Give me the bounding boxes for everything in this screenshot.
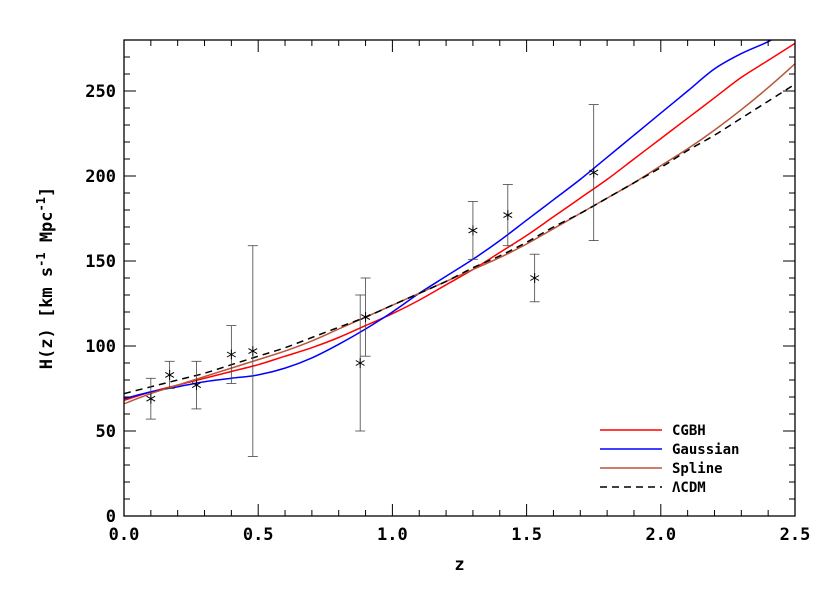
data-point xyxy=(164,360,175,389)
y-tick-label: 250 xyxy=(85,82,116,102)
asterisk-marker xyxy=(191,380,202,391)
asterisk-marker xyxy=(530,273,540,283)
series-line-cgbh xyxy=(124,42,795,402)
plot-points xyxy=(145,104,599,457)
y-tick-label: 200 xyxy=(85,167,116,187)
y-axis-label-sup2: -1 xyxy=(34,197,48,211)
data-point xyxy=(502,184,513,247)
series-line--cdm xyxy=(124,83,795,395)
data-point xyxy=(360,277,371,357)
x-tick-label: 1.5 xyxy=(511,525,542,545)
x-tick-label: 0.5 xyxy=(243,525,274,545)
asterisk-marker xyxy=(248,346,258,357)
legend-label: ΛCDM xyxy=(672,480,706,496)
y-tick-label: 50 xyxy=(96,422,116,442)
asterisk-marker xyxy=(360,312,371,323)
legend-item: CGBH xyxy=(600,423,706,439)
y-tick-label: 100 xyxy=(85,337,116,357)
x-tick-label: 2.5 xyxy=(780,525,811,545)
data-point xyxy=(145,377,156,420)
data-point xyxy=(247,245,258,457)
asterisk-marker xyxy=(503,210,513,221)
y-axis-label-mid: Mpc xyxy=(37,211,57,252)
data-point xyxy=(588,104,599,242)
asterisk-marker xyxy=(589,167,599,178)
y-axis-label-main: H(z) [km s xyxy=(37,267,57,369)
y-axis-label-end: ] xyxy=(37,187,57,197)
legend-item: Spline xyxy=(600,461,723,477)
y-tick-label: 0 xyxy=(106,507,116,527)
legend-label: Spline xyxy=(672,461,723,477)
series-line-spline xyxy=(124,63,795,405)
asterisk-marker xyxy=(165,369,175,380)
legend-label: Gaussian xyxy=(672,442,739,458)
legend-item: ΛCDM xyxy=(600,480,706,496)
x-tick-label: 0.0 xyxy=(109,525,140,545)
legend: CGBH Gaussian Spline ΛCDM xyxy=(600,423,739,496)
data-point xyxy=(467,201,478,260)
asterisk-marker xyxy=(355,358,365,368)
data-point xyxy=(529,253,540,303)
legend-label: CGBH xyxy=(672,423,706,439)
data-point xyxy=(191,360,202,410)
x-axis-label: z xyxy=(454,555,464,575)
y-tick-label: 150 xyxy=(85,252,116,272)
legend-item: Gaussian xyxy=(600,442,739,458)
tick-labels: 0.0 0.5 1.0 1.5 2.0 2.5 0 50 100 150 200 250 xyxy=(85,82,810,545)
asterisk-marker xyxy=(468,225,478,236)
data-point xyxy=(226,325,237,384)
series-line-gaussian xyxy=(124,40,773,400)
plot-lines xyxy=(124,40,795,405)
y-axis-label: H(z) [km s-1 Mpc-1] xyxy=(34,187,57,369)
asterisk-marker xyxy=(146,393,156,404)
x-tick-label: 2.0 xyxy=(645,525,676,545)
data-point xyxy=(355,294,366,432)
asterisk-marker xyxy=(226,349,236,360)
ticks xyxy=(123,39,796,517)
y-axis-label-sup1: -1 xyxy=(34,252,48,266)
x-tick-label: 1.0 xyxy=(377,525,408,545)
